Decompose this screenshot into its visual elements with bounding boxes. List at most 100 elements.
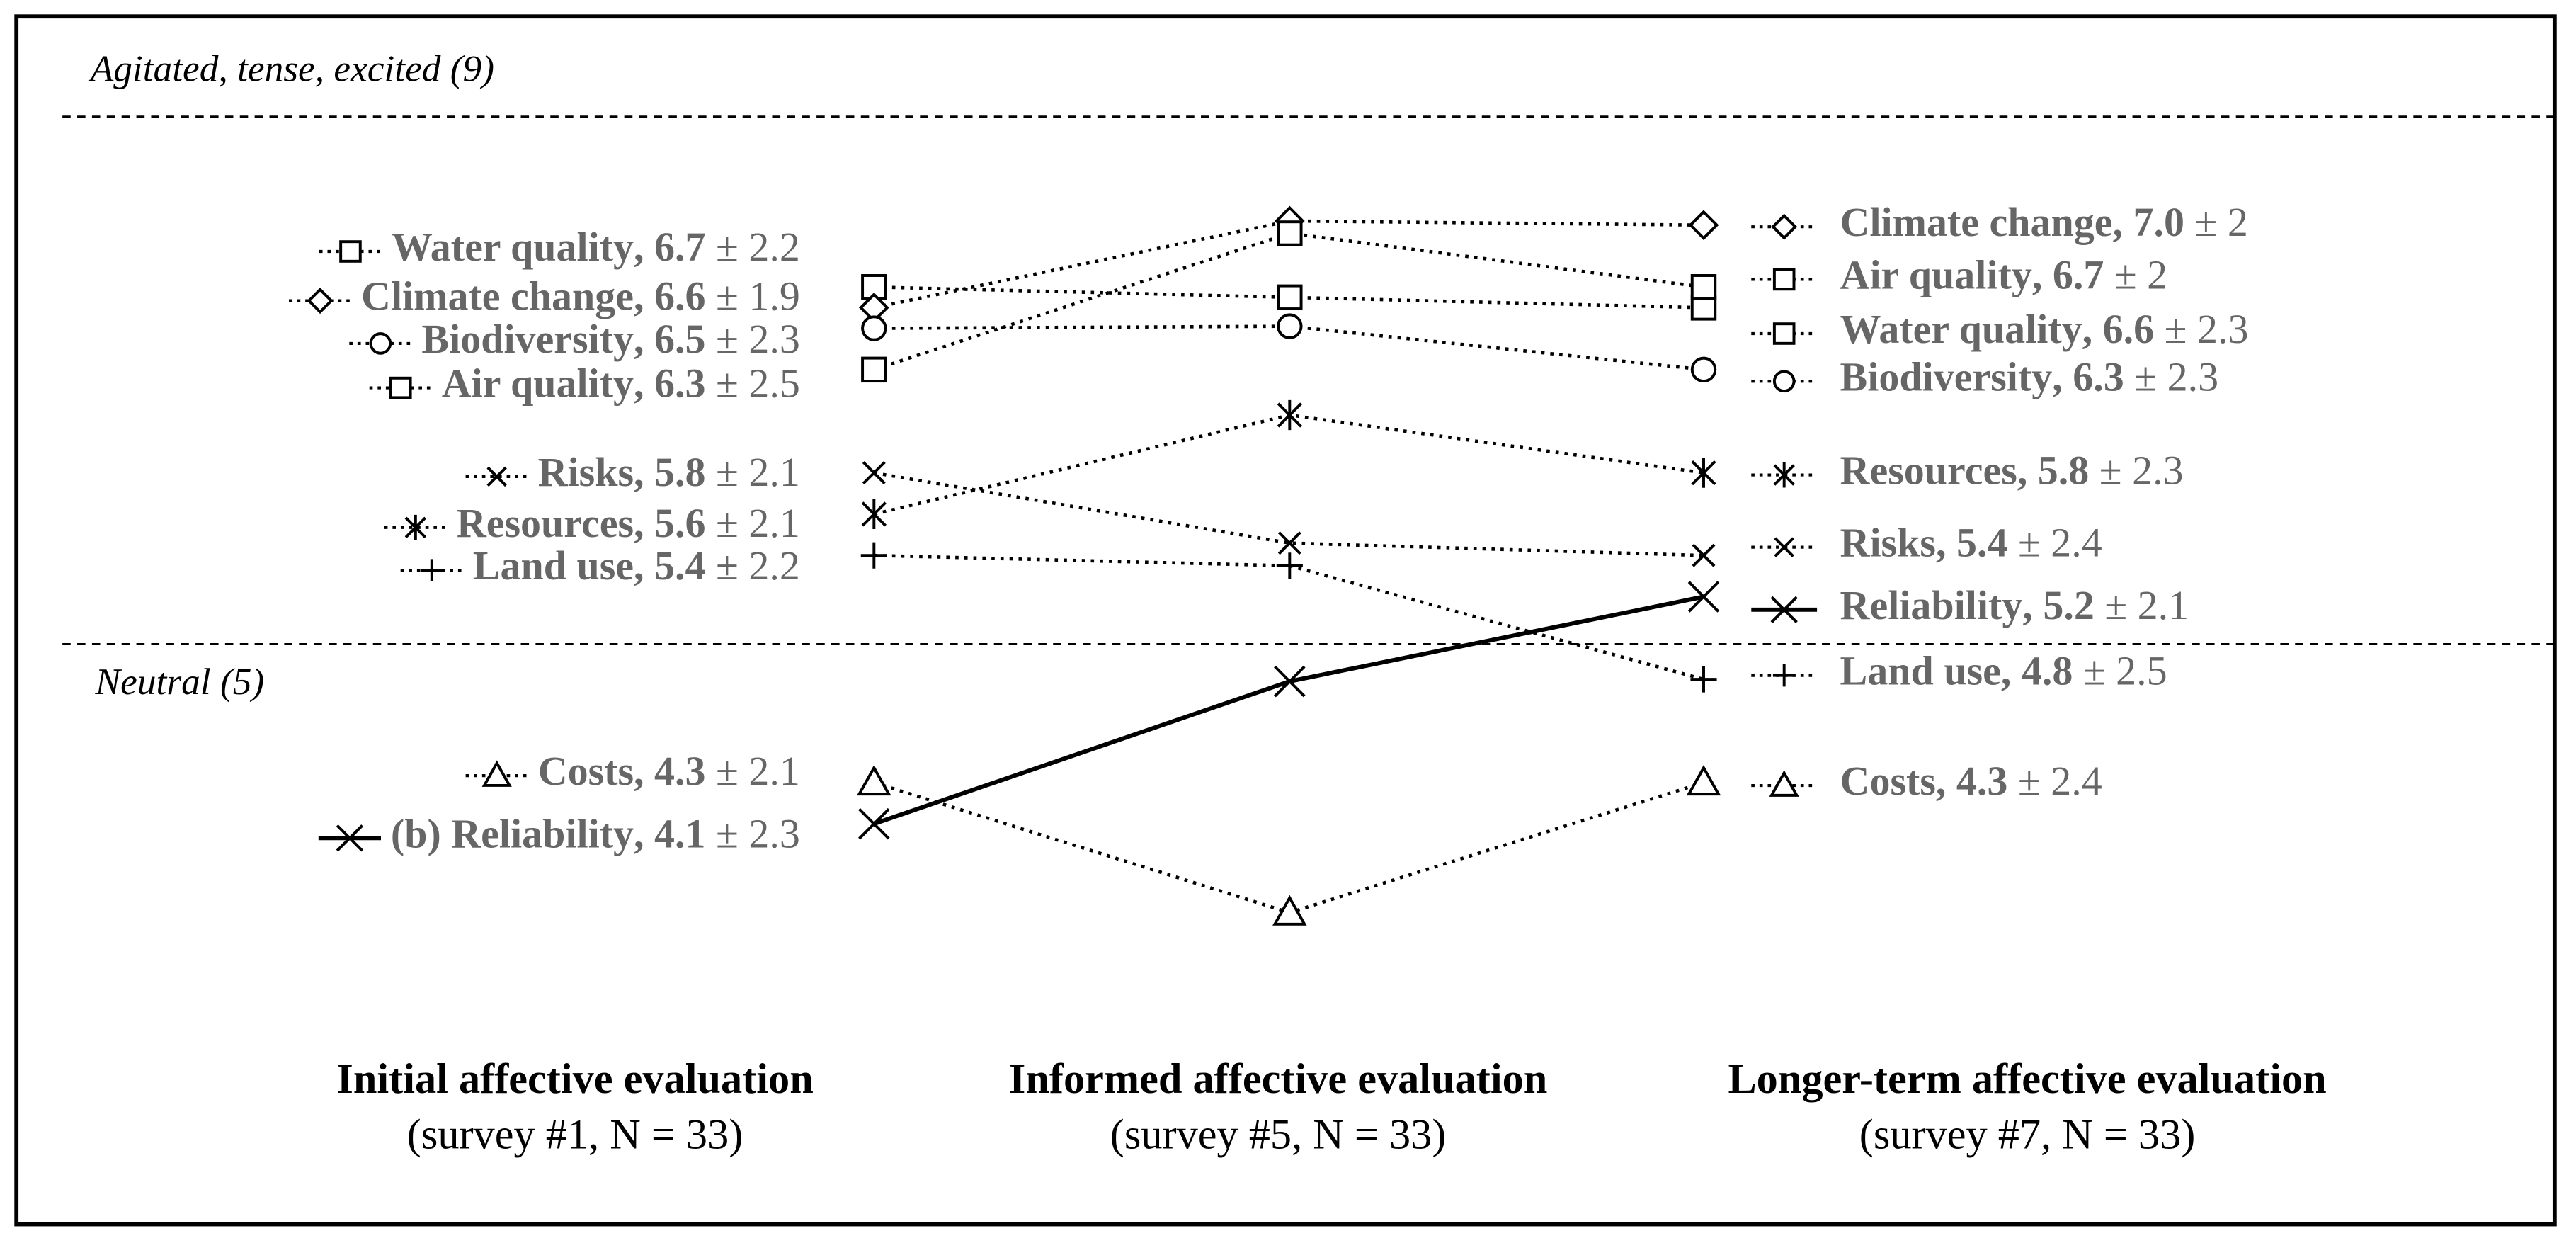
label-part: 2.1 (748, 500, 800, 546)
series-label: Resources, 5.8 ± 2.3 (1840, 448, 2184, 494)
series-line (873, 471, 1704, 557)
series-label: Risks, 5.8 ± 2.1 (538, 449, 800, 495)
column-title: Initial affective evaluation (336, 1055, 813, 1103)
label-part: 6.3 (2073, 354, 2124, 400)
label-part: , (2032, 252, 2043, 298)
label-part: , (634, 316, 644, 362)
label-part: 5.6 (654, 500, 705, 546)
data-point (1690, 274, 1717, 300)
data-point (1277, 313, 1303, 339)
legend-key (1772, 370, 1796, 393)
legend-key (369, 332, 392, 355)
label-part: ± (2018, 758, 2041, 804)
label-part: Costs (538, 748, 634, 794)
label-part: 6.5 (654, 316, 705, 362)
legend-key (1772, 322, 1796, 345)
label-part: Biodiversity (421, 316, 634, 362)
label-part: , (634, 449, 644, 495)
label-part: Land use (473, 543, 634, 589)
label-part: ± (716, 316, 739, 362)
series-label: Water quality, 6.7 ± 2.2 (392, 224, 800, 270)
label-part: 2 (2228, 200, 2248, 246)
series-label: Reliability, 5.2 ± 2.1 (1840, 582, 2189, 628)
legend-key (307, 288, 334, 314)
label-part: 2.5 (2116, 648, 2167, 694)
label-part: ± (2083, 648, 2106, 694)
series-label: Biodiversity, 6.5 ± 2.3 (421, 316, 800, 362)
data-point (860, 542, 887, 569)
label-part: , (2017, 448, 2028, 494)
label-part: , (2052, 354, 2063, 400)
label-part: 5.8 (2038, 448, 2090, 494)
label-part: Resources (1840, 448, 2017, 494)
label-part: , (634, 224, 644, 270)
series-label: Air quality, 6.7 ± 2 (1840, 252, 2168, 298)
column-title: Longer-term affective evaluation (1728, 1055, 2326, 1103)
data-point (1690, 666, 1717, 693)
label-part: ± (716, 811, 739, 857)
legend-key (1770, 596, 1798, 623)
label-part: 6.7 (654, 224, 705, 270)
label-part: ± (2114, 252, 2137, 298)
series-label: Air quality, 6.3 ± 2.5 (442, 361, 800, 407)
data-point (1272, 895, 1307, 926)
label-part: Risks (538, 449, 634, 495)
series-label: Costs, 4.3 ± 2.4 (1840, 758, 2102, 804)
label-part: 4.8 (2022, 648, 2073, 694)
legend-key (1772, 664, 1796, 687)
label-part: , (2022, 582, 2033, 628)
series-label: Land use, 4.8 ± 2.5 (1840, 648, 2167, 694)
label-part: 4.1 (654, 811, 705, 857)
label-part: 2.2 (748, 224, 800, 270)
label-part: 5.4 (1956, 520, 2007, 566)
legend-key (336, 824, 364, 852)
label-part: Air quality (1840, 252, 2032, 298)
data-point (1274, 665, 1306, 698)
data-point (862, 461, 886, 485)
label-part: Water quality (392, 224, 634, 270)
data-point (1277, 399, 1302, 431)
data-point (1691, 458, 1716, 488)
label-part: 2 (2147, 252, 2167, 298)
series-label: Costs, 4.3 ± 2.1 (538, 748, 800, 794)
label-part: , (634, 543, 644, 589)
label-part: ± (716, 449, 739, 495)
legend-key (1774, 537, 1794, 557)
label-part: 5.2 (2043, 582, 2095, 628)
label-part: ± (2195, 200, 2218, 246)
annotation: Agitated, tense, excited (9) (89, 47, 494, 89)
label-part: , (634, 748, 644, 794)
label-part: (b) (391, 811, 441, 857)
label-part: Biodiversity (1840, 354, 2053, 400)
series-label: Water quality, 6.6 ± 2.3 (1840, 306, 2249, 352)
data-point (1690, 356, 1717, 383)
legend-key (1769, 770, 1799, 797)
label-part: Risks (1840, 520, 1936, 566)
annotation: Neutral (5) (95, 660, 265, 703)
label-part: ± (2134, 354, 2157, 400)
label-part: ± (2104, 582, 2127, 628)
label-part: 5.8 (654, 449, 705, 495)
label-part: ± (2099, 448, 2122, 494)
label-part: 2.4 (2051, 520, 2102, 566)
label-part: , (634, 273, 644, 319)
label-part: ± (716, 500, 739, 546)
series-label: Climate change, 7.0 ± 2 (1840, 200, 2248, 246)
legend-key (1773, 462, 1795, 488)
label-part: ± (2018, 520, 2041, 566)
label-part: 6.6 (654, 273, 705, 319)
label-part: 6.7 (2053, 252, 2104, 298)
label-part: , (2001, 648, 2012, 694)
label-part: ± (716, 543, 739, 589)
label-part: ± (716, 224, 739, 270)
data-point (861, 356, 887, 383)
column-note: (survey #5, N = 33) (1110, 1111, 1447, 1159)
label-part: 2.1 (748, 748, 800, 794)
data-point (861, 315, 887, 341)
label-part: , (634, 500, 644, 546)
legend-key (404, 514, 427, 540)
column-note: (survey #7, N = 33) (1859, 1111, 2196, 1159)
data-point (1276, 552, 1303, 579)
series-label: Risks, 5.4 ± 2.4 (1840, 520, 2102, 566)
label-part: Reliability (1840, 582, 2023, 628)
